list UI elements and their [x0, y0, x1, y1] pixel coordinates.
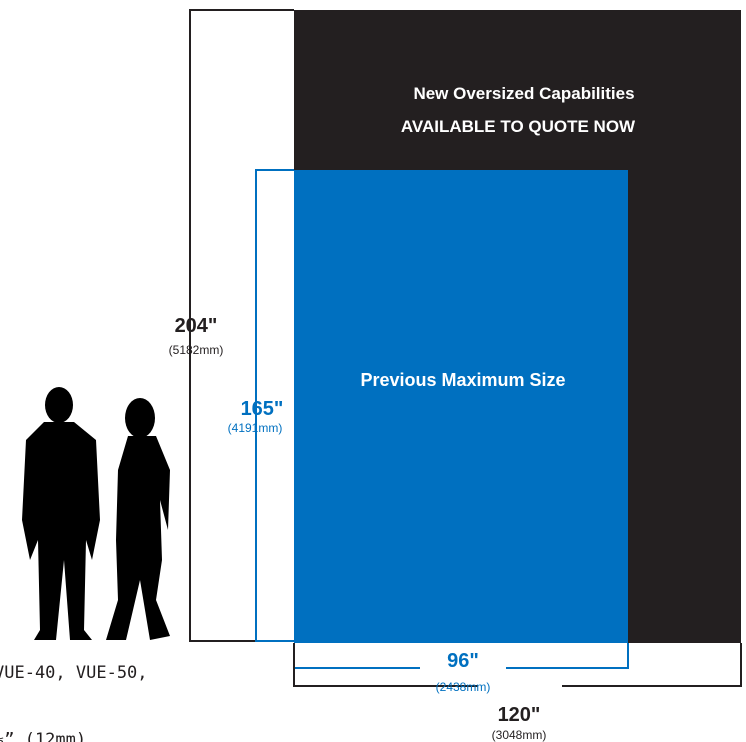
- side-text: ½” (12mm): [0, 730, 86, 742]
- side-text: VUE-40, VUE-50,: [0, 663, 148, 683]
- dimension-inches: 96": [447, 650, 479, 672]
- dimension-mm: (2438mm): [436, 680, 491, 694]
- people-silhouette: [22, 387, 170, 640]
- label-gap: [478, 676, 562, 700]
- dimension-mm: (3048mm): [492, 728, 547, 742]
- dimension-inches: 165": [241, 398, 284, 420]
- previous-label: Previous Maximum Size: [360, 370, 565, 390]
- banner-line: New Oversized Capabilities: [413, 84, 634, 103]
- banner-line: AVAILABLE TO QUOTE NOW: [401, 117, 636, 136]
- previous-size-area: [294, 170, 628, 643]
- dimension-mm: (4191mm): [228, 421, 283, 435]
- dimension-mm: (5182mm): [169, 343, 224, 357]
- diagram: New Oversized Capabilities AVAILABLE TO …: [0, 0, 746, 742]
- dimension-inches: 204": [175, 315, 218, 337]
- dimension-inches: 120": [498, 704, 541, 726]
